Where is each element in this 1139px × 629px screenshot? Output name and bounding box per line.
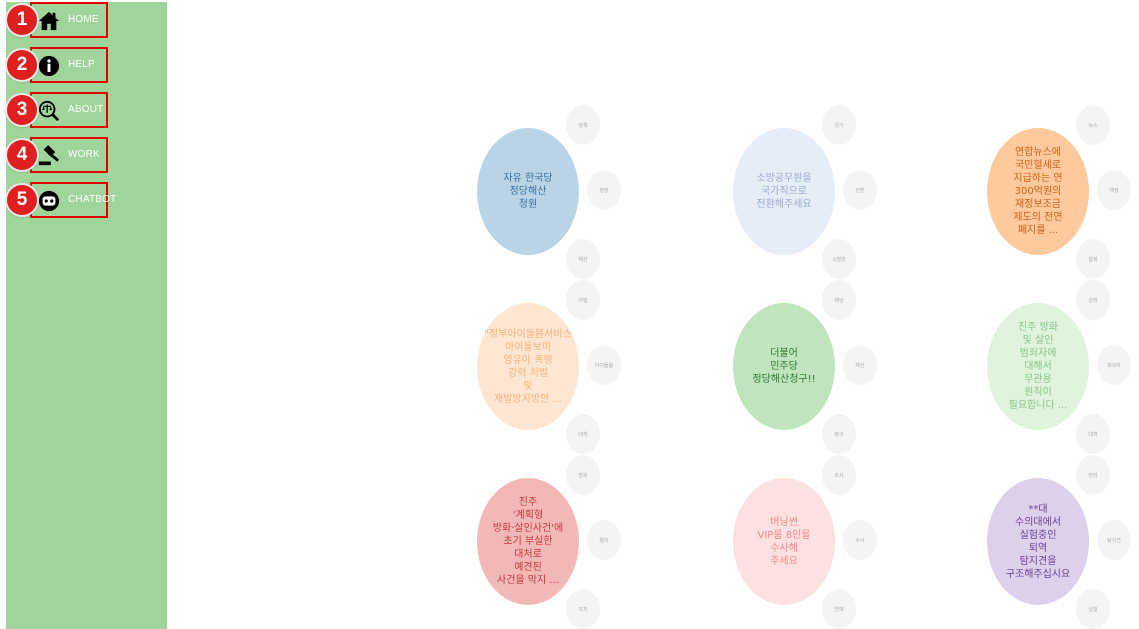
nav-help-number: 2	[7, 50, 37, 80]
keyword-bubble[interactable]: 뉴스	[1076, 105, 1110, 145]
scales-magnifier-icon	[38, 100, 60, 122]
keyword-bubble[interactable]: 국가	[822, 105, 856, 145]
petition-bubble[interactable]: 소방공무원을 국가직으로 전환해주세요	[733, 128, 835, 255]
keyword-bubble[interactable]: 조치	[566, 589, 600, 629]
petition-bubble[interactable]: 버닝썬 VIP룸 8인을 수사해 주세요	[733, 478, 835, 605]
nav-about-number: 3	[7, 95, 37, 125]
keyword-bubble[interactable]: 멸치	[587, 520, 621, 560]
nav-home-number: 1	[7, 5, 37, 35]
keyword-bubble[interactable]: 아이돌봄	[587, 345, 621, 385]
keyword-bubble[interactable]: 피의자	[1097, 345, 1131, 385]
keyword-bubble[interactable]: 연예	[822, 589, 856, 629]
keyword-bubble[interactable]: 청구	[822, 414, 856, 454]
robot-icon	[38, 190, 60, 212]
petition-bubble[interactable]: 더불어 민주당 정당해산청구!!	[733, 303, 835, 430]
keyword-bubble[interactable]: 전환	[843, 170, 877, 210]
keyword-bubble[interactable]: 반려	[1076, 455, 1110, 495]
keyword-bubble[interactable]: 해당	[822, 280, 856, 320]
nav-help[interactable]: 2 HELP	[7, 47, 108, 83]
keyword-bubble[interactable]: 해산	[566, 239, 600, 279]
keyword-bubble[interactable]: 탐지견	[1097, 520, 1131, 560]
nav-home-label: HOME	[68, 14, 99, 25]
keyword-bubble[interactable]: 소방관	[822, 239, 856, 279]
keyword-bubble[interactable]: 방화	[566, 455, 600, 495]
gavel-icon	[38, 145, 60, 167]
petition-bubble[interactable]: 연합뉴스에 국민혈세로 지급하는 연 300억원의 재정보조금 제도의 전면 폐…	[987, 128, 1089, 255]
nav-work[interactable]: 4 WORK	[7, 137, 108, 173]
nav-about[interactable]: 3 ABOUT	[7, 92, 108, 128]
keyword-bubble[interactable]: 정당	[587, 170, 621, 210]
home-icon	[38, 10, 60, 32]
petition-bubble[interactable]: "정부아이돌봄서비스 아이돌보미 영유아 폭행 강력 처벌 및 재발방지방안 .…	[477, 303, 579, 430]
nav-chatbot-label: CHATBOT	[68, 194, 117, 205]
petition-bubble[interactable]: **대 수의대에서 실험중인 퇴역 탐지견을 구조해주십시요	[987, 478, 1089, 605]
nav-about-label: ABOUT	[68, 104, 104, 115]
keyword-bubble[interactable]: 재정	[1097, 170, 1131, 210]
keyword-bubble[interactable]: 대책	[1076, 414, 1110, 454]
keyword-bubble[interactable]: 실험	[1076, 589, 1110, 629]
petition-bubble[interactable]: 자유 한국당 정당해산 청원	[477, 128, 579, 255]
nav-help-label: HELP	[68, 59, 95, 70]
keyword-bubble[interactable]: 수사	[843, 520, 877, 560]
nav-work-label: WORK	[68, 149, 100, 160]
keyword-bubble[interactable]: 처벌	[566, 280, 600, 320]
petition-bubble[interactable]: 진주 방화 및 살인 범죄자에 대해서 무관용 원칙이 필요합니다 ...	[987, 303, 1089, 430]
keyword-bubble[interactable]: 강력	[1076, 280, 1110, 320]
keyword-bubble[interactable]: 조사	[822, 455, 856, 495]
info-icon	[38, 55, 60, 77]
nav-home[interactable]: 1 HOME	[7, 2, 108, 38]
keyword-bubble[interactable]: 정책	[566, 105, 600, 145]
petition-bubble[interactable]: 진주 '계획형 방화·살인사건'에 초기 부실한 대처로 예견된 사건을 막지 …	[477, 478, 579, 605]
keyword-bubble[interactable]: 협회	[1076, 239, 1110, 279]
keyword-bubble[interactable]: 대책	[566, 414, 600, 454]
nav-chatbot[interactable]: 5 CHATBOT	[7, 182, 116, 218]
nav-chatbot-number: 5	[7, 185, 37, 215]
keyword-bubble[interactable]: 해산	[843, 345, 877, 385]
nav-work-number: 4	[7, 140, 37, 170]
